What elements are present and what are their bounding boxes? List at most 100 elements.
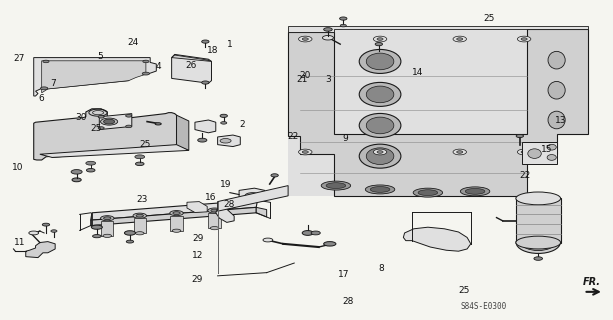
Text: 22: 22 (287, 132, 298, 141)
Ellipse shape (528, 149, 541, 158)
Ellipse shape (263, 238, 273, 242)
Ellipse shape (548, 111, 565, 129)
Ellipse shape (302, 230, 313, 236)
Ellipse shape (142, 72, 150, 75)
Ellipse shape (457, 38, 463, 40)
Text: 7: 7 (51, 79, 56, 88)
Polygon shape (91, 213, 92, 226)
Ellipse shape (271, 174, 278, 177)
Ellipse shape (326, 183, 346, 188)
Ellipse shape (136, 214, 143, 217)
Polygon shape (170, 216, 183, 231)
Ellipse shape (534, 257, 543, 260)
Polygon shape (172, 55, 211, 61)
Ellipse shape (521, 38, 527, 40)
Ellipse shape (135, 162, 144, 166)
Ellipse shape (324, 28, 332, 31)
Polygon shape (101, 221, 113, 236)
Polygon shape (172, 54, 211, 83)
Polygon shape (187, 202, 207, 212)
Ellipse shape (51, 230, 57, 232)
Text: 28: 28 (224, 200, 235, 209)
Polygon shape (216, 208, 234, 222)
Ellipse shape (453, 36, 466, 42)
Ellipse shape (548, 81, 565, 99)
Text: 28: 28 (342, 297, 354, 306)
Text: 21: 21 (296, 75, 308, 84)
Ellipse shape (547, 155, 557, 160)
Ellipse shape (72, 178, 81, 182)
Text: 26: 26 (185, 61, 197, 70)
Ellipse shape (299, 149, 312, 155)
Ellipse shape (302, 151, 308, 153)
Ellipse shape (126, 115, 132, 117)
Ellipse shape (220, 114, 227, 117)
Text: 8: 8 (379, 264, 384, 273)
Text: 24: 24 (128, 38, 139, 47)
Polygon shape (516, 198, 561, 243)
Ellipse shape (29, 231, 39, 235)
Ellipse shape (98, 127, 104, 129)
Text: 10: 10 (12, 163, 23, 172)
Ellipse shape (311, 231, 321, 235)
Ellipse shape (521, 151, 527, 153)
Ellipse shape (210, 227, 219, 230)
Ellipse shape (413, 188, 443, 197)
Polygon shape (522, 142, 557, 164)
Ellipse shape (359, 113, 401, 138)
Text: 17: 17 (338, 270, 350, 279)
Ellipse shape (359, 144, 401, 168)
Text: 16: 16 (205, 193, 217, 202)
Ellipse shape (86, 161, 96, 165)
Ellipse shape (522, 235, 555, 251)
Polygon shape (288, 26, 588, 32)
Text: 15: 15 (541, 145, 552, 154)
Ellipse shape (245, 193, 261, 199)
Ellipse shape (221, 122, 227, 124)
Ellipse shape (340, 24, 346, 27)
Ellipse shape (516, 236, 561, 249)
Ellipse shape (198, 138, 207, 142)
Ellipse shape (126, 240, 134, 243)
Polygon shape (91, 200, 257, 220)
Text: 3: 3 (325, 75, 330, 84)
Ellipse shape (366, 148, 394, 164)
Ellipse shape (460, 187, 490, 196)
Text: 1: 1 (227, 40, 232, 49)
Polygon shape (218, 186, 288, 211)
Polygon shape (218, 135, 240, 147)
Ellipse shape (322, 36, 333, 40)
Ellipse shape (516, 134, 524, 138)
Ellipse shape (224, 204, 235, 209)
Text: 25: 25 (459, 286, 470, 295)
Polygon shape (26, 242, 55, 258)
Ellipse shape (155, 123, 161, 125)
Polygon shape (239, 188, 265, 202)
Ellipse shape (220, 139, 231, 143)
Polygon shape (177, 115, 189, 150)
Text: 19: 19 (219, 180, 231, 189)
Ellipse shape (516, 192, 561, 205)
Ellipse shape (453, 149, 466, 155)
Ellipse shape (91, 225, 102, 229)
Polygon shape (195, 120, 216, 133)
Ellipse shape (101, 118, 118, 125)
Text: S84S-E0300: S84S-E0300 (461, 302, 507, 311)
Ellipse shape (517, 149, 531, 155)
Ellipse shape (135, 155, 145, 159)
Ellipse shape (457, 151, 463, 153)
Polygon shape (256, 207, 267, 217)
Text: 6: 6 (39, 94, 44, 103)
Ellipse shape (365, 185, 395, 194)
Ellipse shape (126, 125, 132, 128)
Ellipse shape (71, 170, 82, 174)
Ellipse shape (211, 209, 218, 212)
Ellipse shape (359, 82, 401, 106)
Ellipse shape (375, 43, 383, 46)
Ellipse shape (208, 208, 221, 213)
Ellipse shape (98, 116, 104, 118)
Polygon shape (34, 58, 156, 96)
Ellipse shape (173, 212, 180, 214)
Ellipse shape (143, 60, 149, 63)
Ellipse shape (103, 234, 112, 237)
